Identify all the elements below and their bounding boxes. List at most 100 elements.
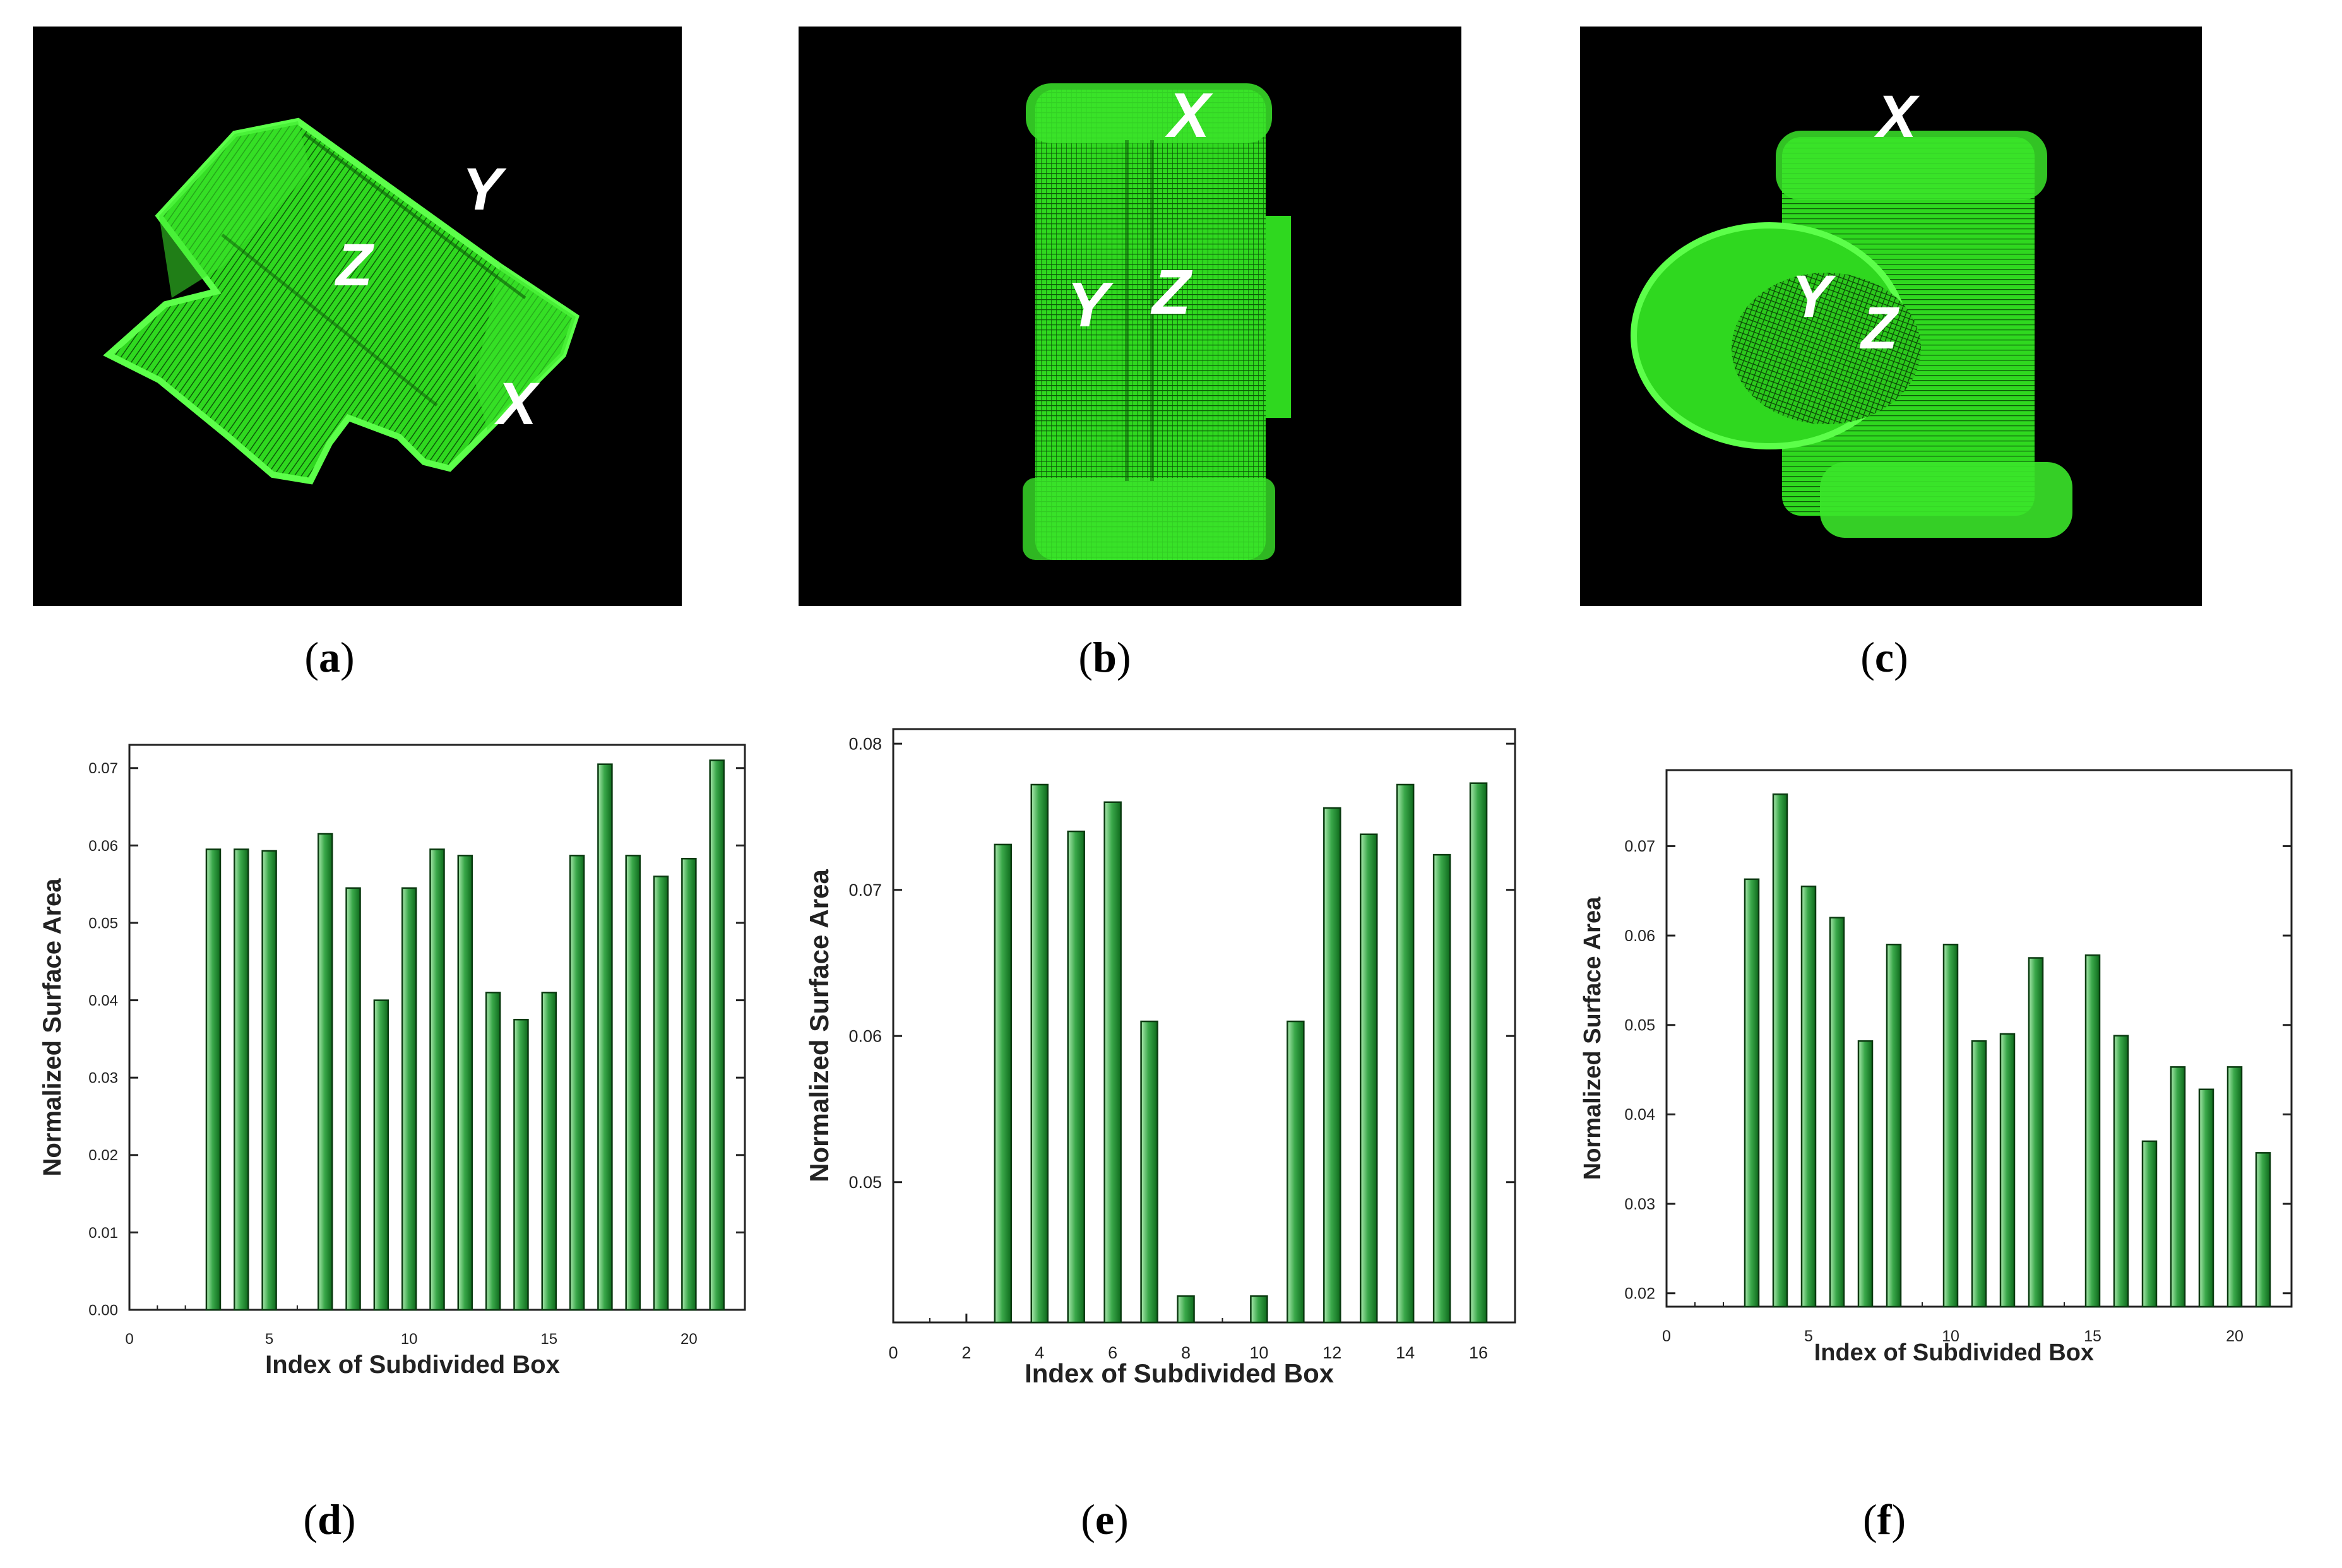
- caption-b: (b): [1078, 633, 1131, 681]
- bar: [234, 848, 249, 1311]
- bar: [1287, 1020, 1305, 1324]
- bar: [345, 887, 361, 1311]
- caption-f-letter: f: [1877, 1495, 1892, 1543]
- bar: [1857, 1040, 1874, 1308]
- caption-c: (c): [1860, 633, 1908, 681]
- x-tick-label: 20: [2226, 1327, 2244, 1345]
- y-axis-label: Normalized Surface Area: [39, 878, 66, 1177]
- y-tick-label: 0.07: [88, 760, 118, 777]
- bar: [401, 887, 417, 1311]
- y-tick-label: 0.03: [1624, 1196, 1655, 1213]
- x-axis-label: Index of Subdivided Box: [1814, 1339, 2094, 1366]
- axis-label-x-b: X: [1165, 80, 1213, 151]
- bar-chart-d-svg: 0.00 0.01 0.02 0.03 0.04 0.05 0.06 0.07 0 5 10 15 20…: [39, 744, 746, 1379]
- bar: [1030, 783, 1049, 1324]
- x-tick-label: 10: [1249, 1343, 1268, 1362]
- bar: [1469, 782, 1488, 1324]
- bar: [1323, 807, 1341, 1324]
- x-tick-label: 0: [1662, 1327, 1671, 1345]
- bar: [1886, 944, 1902, 1308]
- bar: [513, 1018, 529, 1311]
- point-cloud-image-b: X Y Z: [799, 27, 1461, 606]
- x-tick-label: 14: [1396, 1343, 1415, 1362]
- bar: [1942, 944, 1959, 1308]
- axis-label-z-c: Z: [1859, 295, 1899, 362]
- bar: [1067, 830, 1085, 1324]
- bar: [1432, 853, 1451, 1324]
- bar: [2028, 957, 2044, 1308]
- x-tick-label: 4: [1035, 1343, 1044, 1362]
- point-cloud-image-a: Y Z X: [33, 27, 682, 606]
- bar: [541, 992, 557, 1311]
- y-tick-label: 0.00: [88, 1302, 118, 1319]
- tee-fitting-render-c: X Y Z: [1631, 83, 2072, 538]
- x-tick-label: 16: [1469, 1343, 1488, 1362]
- bar: [1140, 1020, 1158, 1324]
- caption-f: (f): [1863, 1495, 1906, 1543]
- caption-d-letter: d: [318, 1495, 342, 1543]
- bar: [1396, 783, 1415, 1324]
- tee-fitting-render-b: X Y Z: [1023, 80, 1291, 560]
- bar: [1971, 1040, 1987, 1308]
- tee-fitting-render-a: Y Z X: [103, 117, 580, 485]
- bar-chart-f-svg: 0.02 0.03 0.04 0.05 0.06 0.07 0 5 10 15 20 Index of…: [1579, 769, 2293, 1366]
- y-tick-label: 0.04: [1624, 1106, 1655, 1124]
- axis-label-y-a: Y: [462, 156, 507, 223]
- bar: [1103, 801, 1122, 1324]
- bar-chart-e-svg: 0.05 0.06 0.07 0.08 0 2 4 6 8 10 12 14 16 Index of Su…: [804, 728, 1516, 1388]
- y-axis-label: Normalized Surface Area: [1579, 896, 1606, 1180]
- x-tick-label: 12: [1323, 1343, 1341, 1362]
- x-tick-label: 10: [401, 1331, 418, 1348]
- y-axis-label: Normalized Surface Area: [804, 869, 834, 1182]
- bar: [569, 855, 585, 1311]
- y-tick-label: 0.04: [88, 992, 118, 1009]
- x-tick-label: 20: [681, 1331, 698, 1348]
- y-tick-label: 0.03: [88, 1070, 118, 1087]
- caption-e: (e): [1081, 1495, 1129, 1543]
- bar: [597, 763, 613, 1311]
- bar: [261, 850, 277, 1311]
- axis-label-x-c: X: [1874, 83, 1920, 150]
- x-tick-label: 10: [1942, 1327, 1959, 1345]
- bar: [1999, 1033, 2016, 1308]
- bar: [1772, 793, 1788, 1308]
- bar: [205, 848, 222, 1311]
- y-tick-label: 0.07: [1624, 838, 1655, 855]
- bar: [2084, 954, 2101, 1308]
- y-tick-label: 0.02: [88, 1147, 118, 1164]
- axis-label-y-c: Y: [1792, 263, 1836, 330]
- bar: [2255, 1152, 2271, 1308]
- bar: [1744, 878, 1760, 1308]
- plot-frame: [892, 728, 1516, 1324]
- bar: [1829, 917, 1845, 1308]
- bar: [457, 855, 473, 1311]
- bar: [681, 857, 697, 1311]
- caption-a-letter: a: [319, 633, 340, 681]
- bar: [1250, 1295, 1268, 1324]
- tee-body-a: [103, 117, 580, 485]
- caption-d: (d): [303, 1495, 356, 1543]
- bar: [709, 759, 725, 1311]
- y-tick-label: 0.05: [88, 915, 118, 932]
- bar: [994, 843, 1013, 1324]
- caption-c-letter: c: [1874, 633, 1894, 681]
- x-axis-label: Index of Subdivided Box: [1025, 1358, 1334, 1388]
- y-tick-label: 0.06: [88, 838, 118, 855]
- y-tick-label: 0.07: [848, 881, 882, 900]
- bar: [653, 876, 669, 1311]
- x-tick-label: 5: [1804, 1327, 1813, 1345]
- x-tick-label: 15: [2084, 1327, 2101, 1345]
- tee-body-c: [1631, 131, 2072, 538]
- x-tick-label: 8: [1181, 1343, 1191, 1362]
- bar: [317, 833, 333, 1311]
- bar: [1800, 885, 1817, 1308]
- bar: [2141, 1140, 2158, 1308]
- x-tick-label: 0: [125, 1331, 133, 1348]
- bar: [2226, 1066, 2243, 1308]
- bar: [2113, 1035, 2129, 1308]
- axis-label-z-a: Z: [334, 232, 374, 299]
- bar: [625, 855, 641, 1311]
- bar: [485, 992, 501, 1311]
- bar: [373, 999, 389, 1311]
- axis-label-x-a: X: [494, 371, 540, 437]
